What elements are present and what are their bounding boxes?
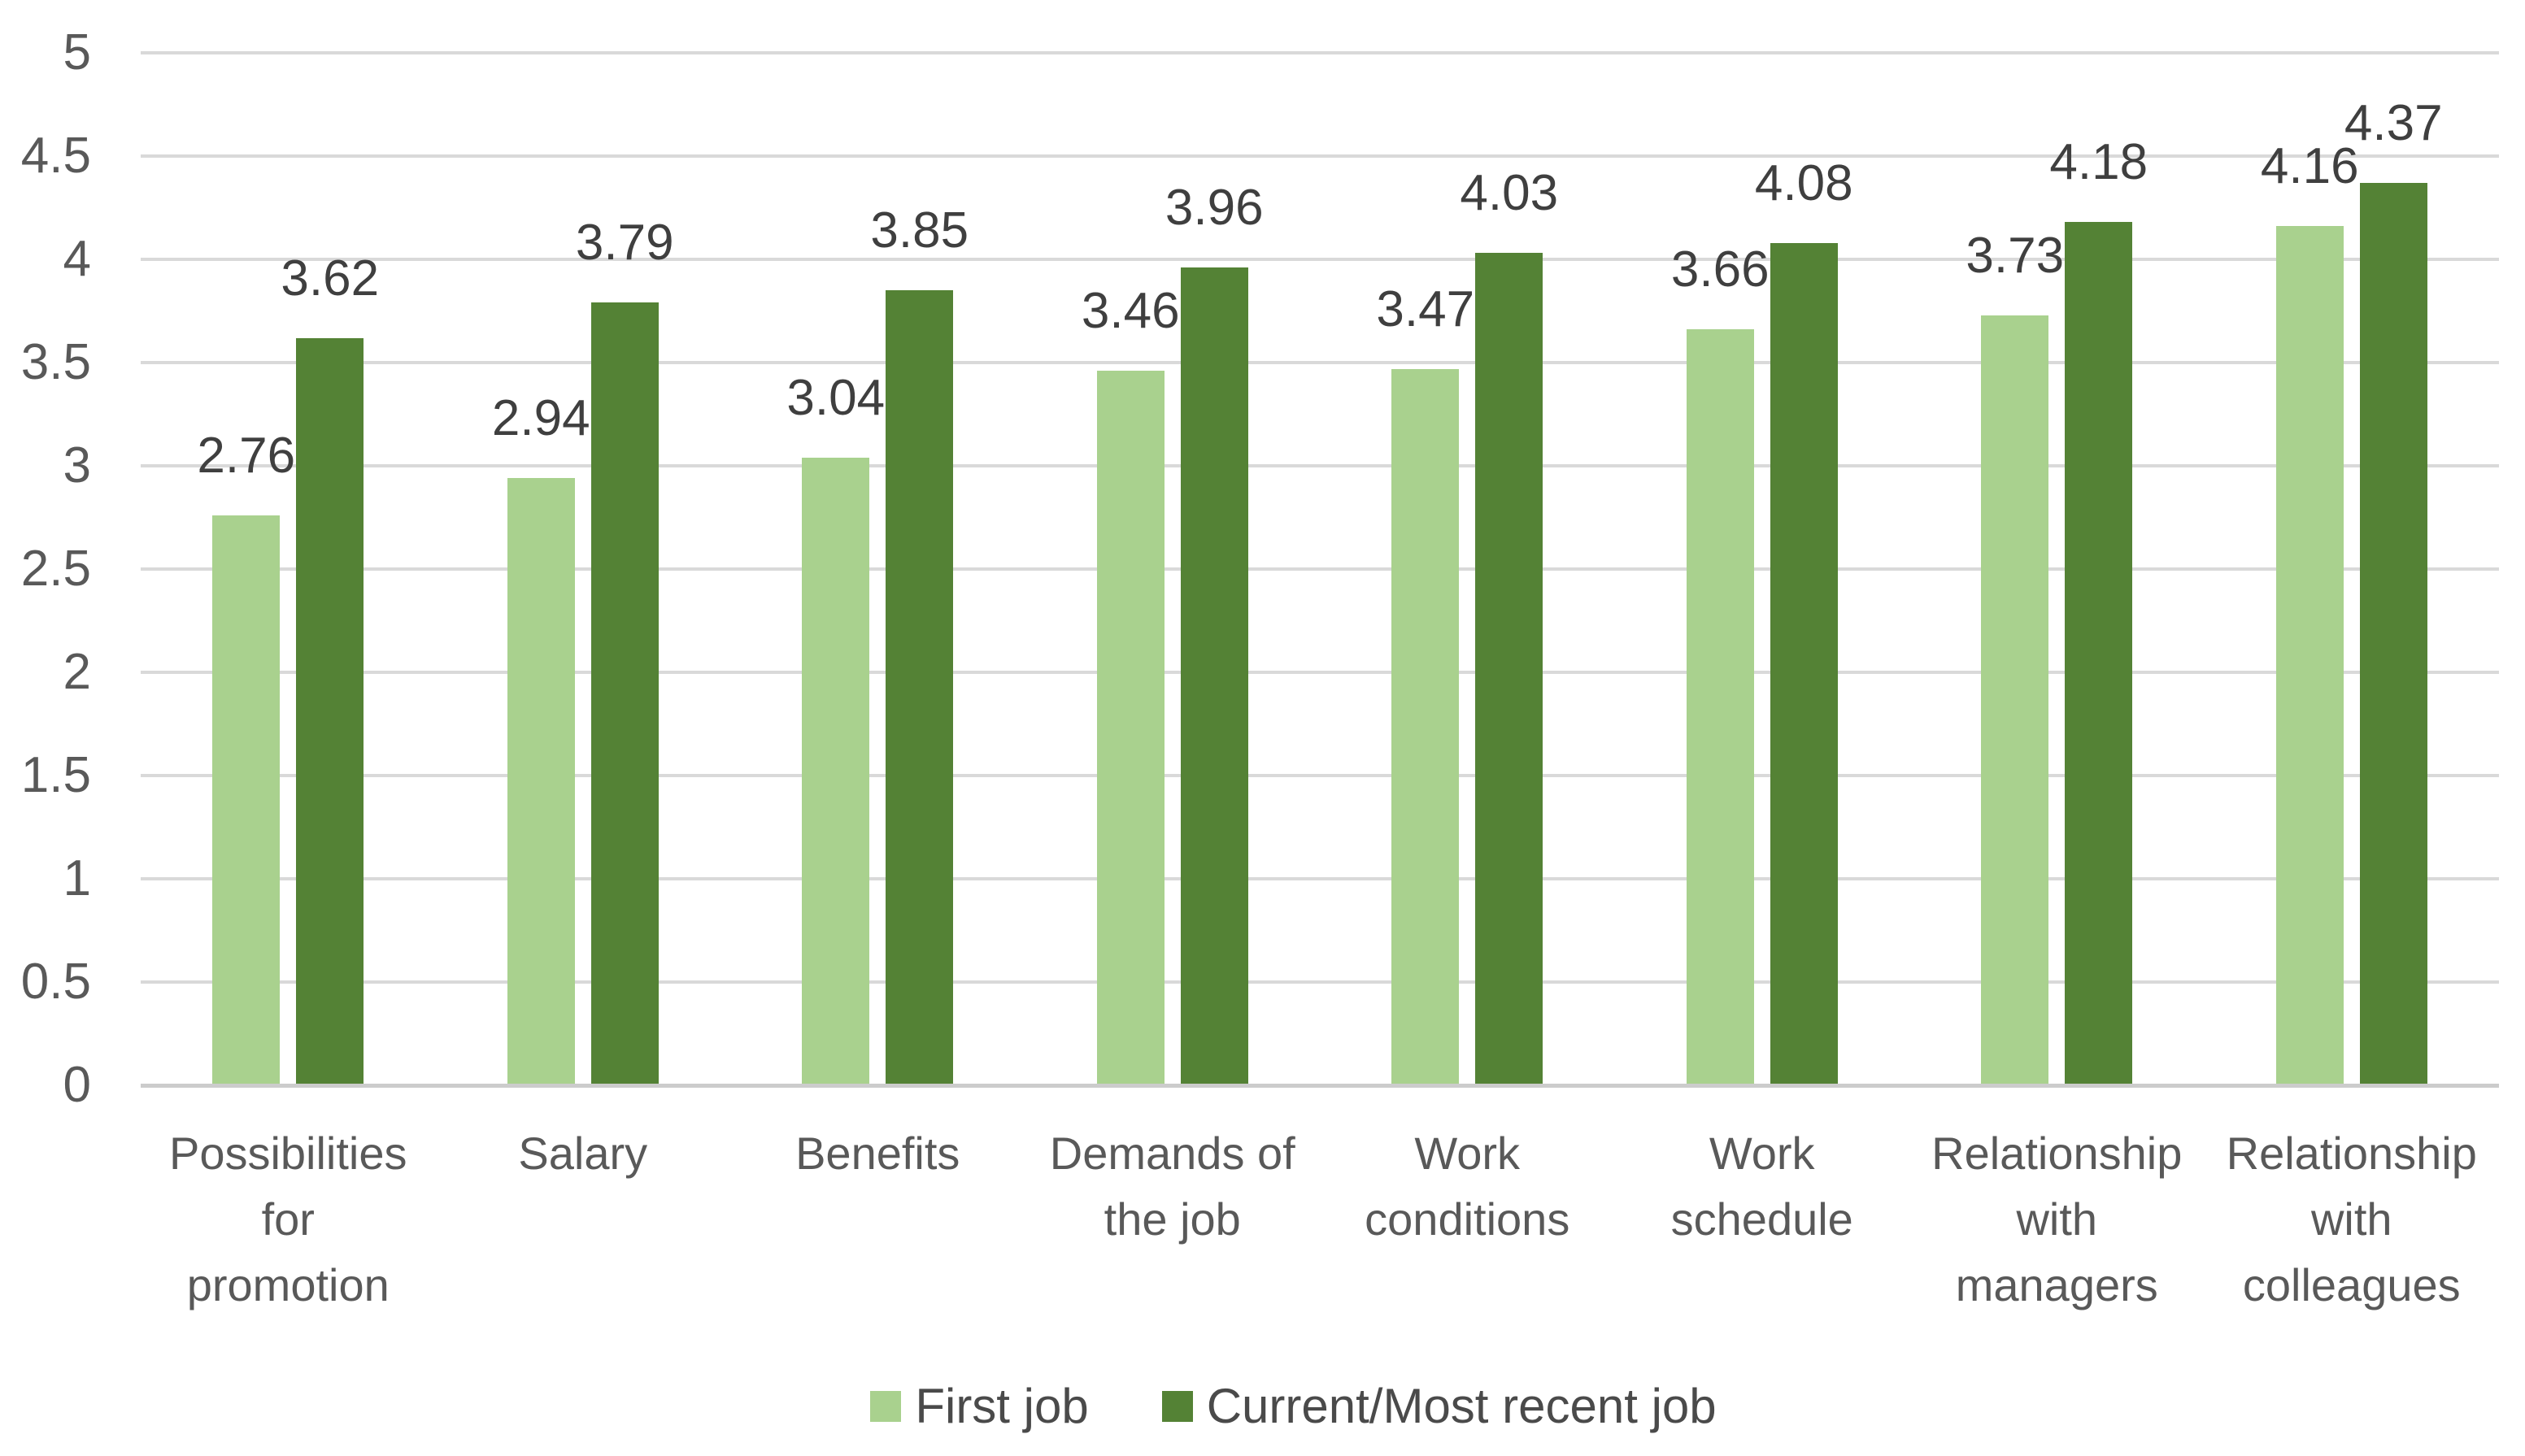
legend-item-current-most-recent-job: Current/Most recent job	[1161, 1377, 1717, 1436]
x-category-label: Work schedule	[1670, 1128, 1853, 1245]
gridline	[141, 464, 2499, 467]
bar-first-job	[2275, 226, 2344, 1085]
gridline	[141, 671, 2499, 674]
x-category-label: Possibilities for promotion	[168, 1128, 407, 1310]
data-label-current-most-recent-job: 4.08	[1754, 155, 1853, 211]
bar-current-most-recent-job	[590, 302, 659, 1085]
x-category-label: Relationship with colleagues	[2226, 1128, 2477, 1310]
data-label-current-most-recent-job: 3.96	[1165, 180, 1264, 236]
data-label-current-most-recent-job: 3.85	[870, 202, 969, 259]
legend-label-first-job: First job	[915, 1379, 1089, 1433]
data-label-first-job: 3.04	[786, 370, 886, 426]
x-category-label: Relationship with managers	[1931, 1128, 2183, 1310]
data-label-current-most-recent-job: 4.18	[2049, 134, 2148, 190]
data-label-first-job: 3.47	[1376, 281, 1475, 337]
bar-current-most-recent-job	[1180, 267, 1248, 1085]
y-tick-label: 3.5	[20, 334, 91, 390]
y-tick-label: 1	[63, 850, 91, 906]
y-tick-label: 0.5	[20, 954, 91, 1010]
gridline	[141, 154, 2499, 158]
gridline	[141, 567, 2499, 571]
data-label-first-job: 4.16	[2260, 138, 2359, 194]
bar-current-most-recent-job	[2359, 183, 2427, 1085]
data-label-current-most-recent-job: 4.03	[1460, 165, 1559, 221]
gridline	[141, 51, 2499, 54]
bar-first-job	[802, 458, 870, 1085]
bar-current-most-recent-job	[2065, 222, 2133, 1085]
x-axis-line	[141, 1084, 2499, 1088]
bar-first-job	[1981, 315, 2049, 1085]
data-label-current-most-recent-job: 4.37	[2344, 95, 2443, 151]
y-tick-label: 1.5	[20, 747, 91, 803]
data-label-first-job: 2.76	[197, 428, 296, 484]
legend-marker-current-most-recent-job	[1161, 1391, 1193, 1422]
data-label-first-job: 3.73	[1966, 228, 2065, 284]
x-category-label: Salary	[518, 1128, 648, 1179]
bar-current-most-recent-job	[1770, 243, 1838, 1085]
y-tick-label: 5	[63, 24, 91, 80]
legend: First job Current/Most recent job	[31, 1377, 2525, 1436]
bar-current-most-recent-job	[296, 338, 364, 1085]
data-label-first-job: 3.46	[1081, 283, 1180, 339]
y-tick-label: 2	[63, 644, 91, 700]
bar-first-job	[1096, 371, 1165, 1085]
plot-area: 2.76 3.62 2.94 3.79 3.04 3.85 3.46 3.96 3.47 4.03…	[141, 51, 2499, 1088]
bar-current-most-recent-job	[1475, 253, 1543, 1085]
x-category-label: Work conditions	[1365, 1128, 1570, 1245]
gridline	[141, 877, 2499, 880]
bar-current-most-recent-job	[886, 290, 954, 1085]
data-label-first-job: 3.66	[1670, 241, 1770, 298]
y-tick-label: 4	[63, 231, 91, 287]
legend-marker-first-job	[870, 1391, 902, 1422]
y-tick-label: 3	[63, 437, 91, 493]
bar-first-job	[212, 515, 281, 1085]
y-tick-label: 0	[63, 1057, 91, 1113]
data-label-current-most-recent-job: 3.79	[575, 215, 674, 271]
data-label-current-most-recent-job: 3.62	[281, 250, 380, 306]
bar-first-job	[1391, 369, 1460, 1085]
x-category-label: Demands of the job	[1049, 1128, 1295, 1245]
data-label-first-job: 2.94	[491, 390, 590, 446]
gridline	[141, 980, 2499, 984]
gridline	[141, 774, 2499, 777]
gridline	[141, 361, 2499, 364]
bar-first-job	[507, 478, 575, 1085]
legend-item-first-job: First job	[870, 1377, 1089, 1436]
y-tick-label: 2.5	[20, 541, 91, 597]
bar-first-job	[1686, 329, 1754, 1085]
legend-label-current-most-recent-job: Current/Most recent job	[1206, 1379, 1717, 1433]
y-tick-label: 4.5	[20, 128, 91, 184]
x-category-label: Benefits	[795, 1128, 960, 1179]
gridline	[141, 258, 2499, 261]
